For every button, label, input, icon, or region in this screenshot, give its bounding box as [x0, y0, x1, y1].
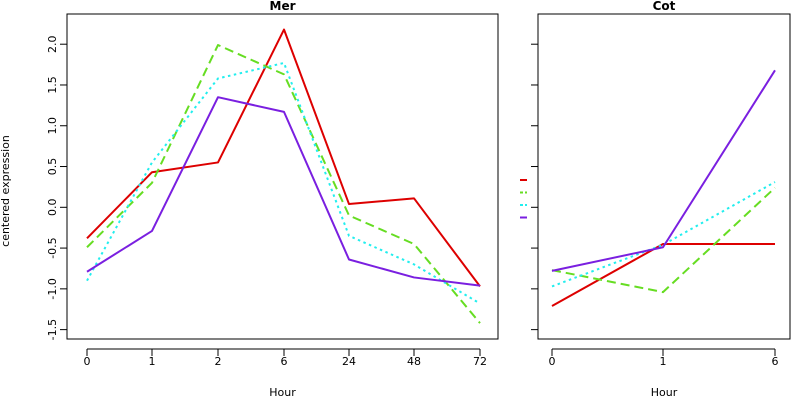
x-tick-label-mer: 24 — [342, 355, 356, 368]
y-tick-label: 0.5 — [46, 158, 59, 176]
y-tick-label: 1.0 — [46, 117, 59, 135]
y-axis-cot — [531, 43, 538, 331]
x-axis-cot: 0 1 6 — [549, 348, 779, 368]
x-axis-label-cot: Hour — [651, 386, 678, 399]
plot-frame-mer — [66, 13, 499, 340]
y-axis-label: centered expression — [0, 135, 12, 247]
x-tick-label-cot: 6 — [772, 355, 779, 368]
x-tick-label-cot: 0 — [549, 355, 556, 368]
series-group-cot — [551, 69, 776, 307]
legend — [520, 179, 527, 219]
series-line-cot-4 — [551, 69, 776, 272]
x-tick-label-mer: 0 — [84, 355, 91, 368]
x-tick-label-mer: 2 — [215, 355, 222, 368]
series-line-mer-2 — [86, 44, 481, 324]
series-line-mer-1 — [86, 28, 481, 288]
y-tick-label: 2.0 — [46, 35, 59, 53]
x-tick-label-mer: 72 — [473, 355, 487, 368]
series-line-cot-2 — [551, 186, 776, 294]
series-line-mer-3 — [86, 61, 481, 305]
chart-title-cot: Cot — [653, 0, 676, 13]
series-group-mer — [86, 28, 481, 324]
x-tick-label-mer: 6 — [281, 355, 288, 368]
x-tick-label-mer: 48 — [407, 355, 421, 368]
panel-mer: Mer Hour centered expression -1.5 -1.0 -0.… — [0, 0, 499, 399]
y-tick-label: -1.5 — [46, 319, 59, 340]
panel-cot: Cot Hour 0 1 6 — [531, 0, 791, 399]
series-line-cot-1 — [551, 242, 775, 307]
x-tick-label-mer: 1 — [149, 355, 156, 368]
series-line-cot-3 — [551, 181, 776, 288]
series-line-mer-4 — [86, 96, 481, 287]
x-tick-label-cot: 1 — [660, 355, 667, 368]
y-tick-label: -0.5 — [46, 237, 59, 258]
chart-title-mer: Mer — [270, 0, 296, 13]
y-tick-label: 0.0 — [46, 199, 59, 217]
y-tick-label: -1.0 — [46, 278, 59, 299]
y-tick-label: 1.5 — [46, 76, 59, 94]
x-axis-label-mer: Hour — [269, 386, 296, 399]
plot-frame-cot — [537, 13, 791, 340]
x-axis-mer: 0 1 2 6 24 48 72 — [84, 348, 487, 368]
y-axis-mer: -1.5 -1.0 -0.5 0.0 0.5 1.0 1.5 2.0 — [46, 35, 67, 340]
